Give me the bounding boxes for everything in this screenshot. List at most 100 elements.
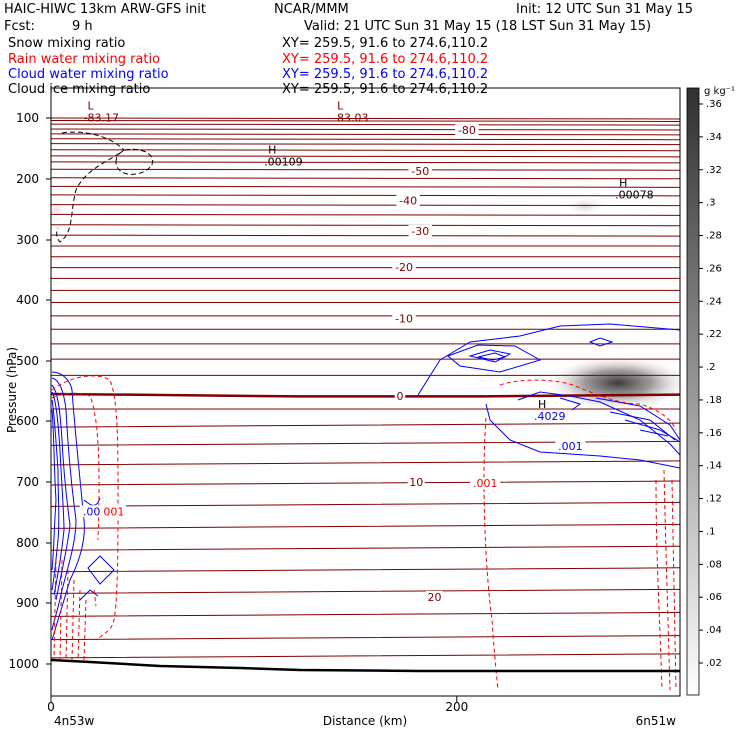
isotherm-line: [51, 234, 680, 237]
isotherm-line: [51, 133, 680, 136]
field-range-rain: XY= 259.5, 91.6 to 274.6,110.2: [282, 52, 488, 67]
init-time: Init: 12 UTC Sun 31 May 15: [516, 2, 693, 17]
extremum-letter: L: [337, 100, 344, 113]
isotherm-line: [51, 161, 680, 164]
valid-time: Valid: 21 UTC Sun 31 May 15 (18 LST Sun …: [304, 19, 651, 34]
header: HAIC-HIWC 13km ARW-GFS init NCAR/MMM Ini…: [4, 2, 693, 97]
colorbar-tick-label: .3: [706, 198, 716, 209]
contour-label-background: [407, 476, 425, 488]
contour-label-text: 0: [396, 390, 403, 403]
contour-label-background: [408, 165, 433, 178]
colorbar-tick-label: .26: [706, 263, 722, 274]
contour-label-group: -80: [455, 124, 479, 137]
y-tick-label: 100: [16, 111, 39, 125]
shaded-left-anvil: [51, 198, 68, 222]
extremum-letter: H: [538, 398, 546, 411]
right-endpoint-label: 6n51w: [636, 714, 677, 728]
y-tick-label: 1000: [8, 657, 39, 671]
colorbar-tick-label: .04: [706, 625, 722, 636]
field-name-snow: Snow mixing ratio: [8, 36, 125, 51]
contour-label-text: -50: [411, 165, 429, 178]
colorbar-tick-label: .28: [706, 231, 722, 242]
contour-label-background: [102, 505, 126, 518]
y-tick-label: 200: [16, 172, 39, 186]
isotherm-line: [51, 123, 680, 126]
contour-label-group: 20: [425, 591, 443, 604]
contour-label-text: -10: [395, 312, 413, 325]
isotherm-line: [51, 480, 680, 486]
terrain-surface-line: [50, 658, 680, 673]
contour-label-group: 001: [102, 505, 126, 518]
contour-label-background: [392, 261, 416, 273]
field-range-snow: XY= 259.5, 91.6 to 274.6,110.2: [282, 36, 488, 51]
colorbar-tick-label: .02: [706, 658, 722, 669]
isotherm-line: [51, 177, 680, 180]
field-name-cloud-water: Cloud water mixing ratio: [8, 67, 169, 82]
contour-label-group: -40: [396, 194, 420, 207]
isotherm-line: [51, 635, 680, 641]
contour-label-text: .001: [473, 477, 498, 490]
x-axis-title: Distance (km): [323, 714, 407, 728]
contour-label-background: [470, 477, 501, 490]
contour-label-background: [555, 440, 586, 453]
colorbar-tick-label: .06: [706, 592, 722, 603]
field-range-cloud-ice: XY= 259.5, 91.6 to 274.6,110.2: [282, 82, 488, 97]
contour-label-text: 001: [103, 505, 124, 518]
contour-label-text: -80: [458, 124, 476, 137]
extremum-value: -83.03: [333, 112, 368, 125]
field-name-rain: Rain water mixing ratio: [8, 52, 160, 67]
rain-contours-right: [483, 379, 677, 691]
shaded-upper-anvil: [563, 196, 607, 216]
colorbar: g kg⁻¹ .02 .04 .06 .08 .1 .12 .14 .16 .18 .2 .22 .2…: [686, 86, 735, 696]
plot-frame: [50, 87, 681, 697]
left-endpoint-label: 4n53w: [54, 714, 95, 728]
contour-label-text: .00: [83, 505, 101, 518]
contour-label-group: .001: [555, 440, 586, 453]
contour-label-background: [425, 591, 443, 603]
isotherm-line: [51, 588, 680, 594]
cloud-ice-contour: [56, 131, 125, 243]
colorbar-tick-label: .12: [706, 494, 722, 505]
isotherm-line: [51, 567, 680, 573]
extremum-value: .4029: [534, 410, 566, 423]
plot-area: [51, 117, 680, 691]
isotherm-zero: [51, 392, 680, 398]
isotherm-line: [51, 653, 680, 659]
contour-label-group: -50: [408, 165, 433, 178]
contour-label-background: [394, 389, 406, 402]
colorbar-tick-label: .22: [706, 329, 722, 340]
extremum-letter: L: [88, 100, 95, 113]
isotherm-line: [51, 185, 680, 188]
y-axis-title: Pressure (hPa): [5, 347, 19, 433]
x-tick-label: 200: [445, 700, 468, 714]
isotherm-line: [51, 440, 680, 446]
colorbar-tick-label: .32: [706, 165, 722, 176]
cloud-water-contours-right: [417, 323, 680, 469]
contour-label-group: 0: [394, 389, 406, 403]
forecast-hour: 9 h: [72, 19, 93, 34]
isotherm-line: [51, 213, 680, 216]
isotherm-line: [51, 460, 680, 466]
isotherm-line: [51, 204, 680, 207]
y-tick-label: 600: [16, 414, 39, 428]
y-tick-label: 900: [16, 596, 39, 610]
rain-contours-left: [51, 375, 119, 661]
isotherm-line: [51, 117, 680, 120]
contour-label-background: [455, 124, 479, 137]
contour-label-group: .00: [79, 505, 104, 518]
isotherm-line: [51, 119, 680, 122]
contour-label-text: -30: [411, 225, 429, 238]
colorbar-unit: g kg⁻¹: [704, 86, 735, 97]
colorbar-tick-label: .34: [706, 132, 722, 143]
contour-label-group: .001: [470, 477, 501, 490]
isotherm-line: [51, 168, 680, 171]
colorbar-tick-label: .14: [706, 461, 722, 472]
contour-label-group: -20: [392, 261, 416, 274]
colorbar-tick-label: .16: [706, 428, 722, 439]
y-tick-label: 400: [16, 293, 39, 307]
contour-label-background: [392, 312, 416, 325]
colorbar-tick-label: .18: [706, 395, 722, 406]
isotherm-line: [51, 128, 680, 131]
colorbar-gradient: [686, 87, 700, 696]
